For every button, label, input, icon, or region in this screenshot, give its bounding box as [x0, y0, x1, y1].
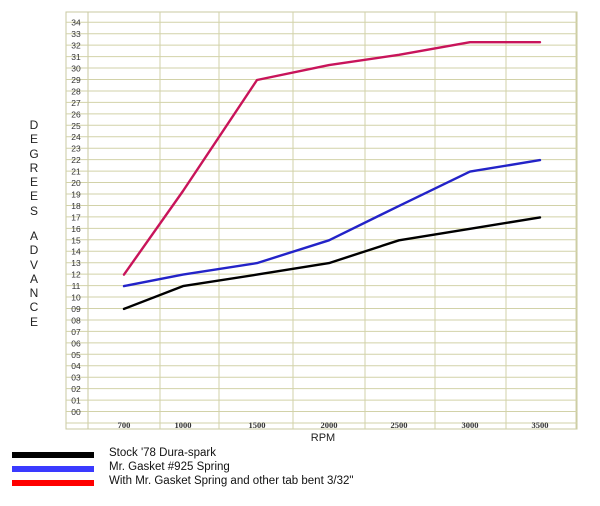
- chart-grid: [65, 11, 578, 430]
- x-tick-label: 2500: [391, 420, 408, 430]
- y-tick-label: 06: [71, 338, 81, 348]
- series-lines: [122, 41, 542, 311]
- y-tick-label: 05: [71, 350, 81, 360]
- y-tick-label: 28: [71, 86, 81, 96]
- x-tick-labels: 700 1000 1500 2000 2500 3000 3500: [118, 420, 549, 430]
- x-tick-label: 3500: [532, 420, 549, 430]
- y-tick-label: 14: [71, 247, 81, 257]
- y-tick-label: 24: [71, 132, 81, 142]
- y-tick-label: 16: [71, 224, 81, 234]
- y-tick-label: 03: [71, 373, 81, 383]
- legend-label: Stock '78 Dura-spark: [109, 447, 217, 459]
- y-tick-label: 15: [71, 235, 81, 245]
- y-tick-label: 08: [71, 315, 81, 325]
- y-tick-label: 09: [71, 304, 81, 314]
- y-tick-label: 12: [71, 270, 81, 280]
- legend-swatch: [12, 480, 94, 486]
- y-tick-label: 19: [71, 189, 81, 199]
- y-tick-label: 07: [71, 327, 81, 337]
- plot-frame: [65, 11, 578, 430]
- series-line-3: [122, 41, 542, 276]
- x-tick-label: 1500: [249, 420, 266, 430]
- y-tick-label: 11: [72, 281, 81, 291]
- y-tick-label: 22: [71, 155, 81, 165]
- y-tick-label: 04: [71, 361, 81, 371]
- y-tick-label: 32: [71, 41, 81, 51]
- legend-swatch: [12, 452, 94, 458]
- y-tick-label: 01: [71, 396, 81, 406]
- x-tick-label: 1000: [175, 420, 192, 430]
- y-tick-label: 17: [71, 212, 81, 222]
- y-tick-label: 27: [71, 98, 81, 108]
- y-tick-label: 29: [71, 75, 81, 85]
- series-line-1: [122, 216, 542, 311]
- legend-label: With Mr. Gasket Spring and other tab ben…: [109, 475, 354, 487]
- legend-swatch: [12, 466, 94, 472]
- y-tick-label: 25: [71, 121, 81, 131]
- series-line-2: [122, 158, 542, 288]
- y-tick-label: 00: [71, 407, 81, 417]
- y-tick-label: 23: [71, 144, 81, 154]
- x-axis-label: RPM: [311, 432, 335, 444]
- y-tick-label: 18: [71, 201, 81, 211]
- y-tick-label: 20: [71, 178, 81, 188]
- y-tick-label: 02: [71, 384, 81, 394]
- y-tick-label: 34: [71, 18, 81, 28]
- y-tick-label: 31: [71, 52, 81, 62]
- y-tick-label: 13: [71, 258, 81, 268]
- y-tick-label: 21: [71, 167, 81, 177]
- y-tick-label: 26: [71, 109, 81, 119]
- x-tick-label: 2000: [321, 420, 338, 430]
- y-tick-label: 30: [71, 64, 81, 74]
- x-tick-label: 3000: [462, 420, 479, 430]
- y-tick-label: 10: [71, 293, 81, 303]
- legend-label: Mr. Gasket #925 Spring: [109, 461, 230, 473]
- y-tick-label: 33: [71, 29, 81, 39]
- x-tick-label: 700: [118, 420, 131, 430]
